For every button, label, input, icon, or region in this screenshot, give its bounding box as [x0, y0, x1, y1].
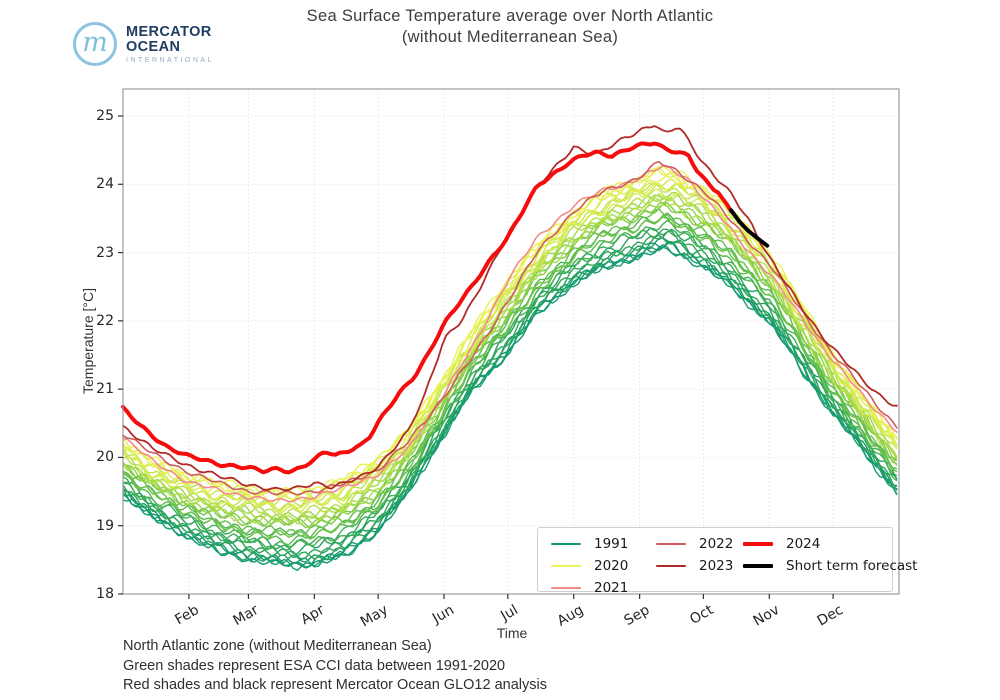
- legend-column-3: 2024 Short term forecast: [743, 533, 917, 577]
- legend-swatch-short-term-forecast: [743, 564, 773, 568]
- legend-column-2: 2022 2023: [656, 533, 733, 577]
- legend-swatch-1991: [551, 543, 581, 545]
- legend-swatch-2020: [551, 565, 581, 567]
- title-line-1: Sea Surface Temperature average over Nor…: [306, 7, 714, 25]
- logo-text: MERCATOR OCEAN INTERNATIONAL: [126, 23, 214, 64]
- legend-column-1: 1991 2020 2021: [551, 533, 628, 599]
- series-line-2024: [121, 141, 733, 475]
- series-line-1993: [122, 241, 898, 567]
- y-tick-label-23: 23: [96, 244, 114, 261]
- legend-label: 2021: [594, 580, 629, 596]
- y-tick-label-18: 18: [96, 586, 114, 602]
- series-line-2021: [122, 164, 898, 503]
- mercator-ocean-logo: m MERCATOR OCEAN INTERNATIONAL: [73, 22, 214, 66]
- legend-item-1991: 1991: [551, 533, 628, 555]
- logo-brand-ocean: OCEAN: [126, 38, 181, 55]
- legend-item-2024: 2024: [743, 533, 917, 555]
- legend-label: 2023: [699, 558, 734, 574]
- series-line-2020: [122, 165, 898, 495]
- series-line-2006: [122, 201, 897, 529]
- series-line-1991: [122, 246, 898, 569]
- series-line-2004: [123, 214, 898, 540]
- series-line-1998: [123, 230, 898, 560]
- legend-item-short-term-forecast: Short term forecast: [743, 555, 917, 577]
- y-tick-label-19: 19: [96, 517, 114, 534]
- legend-item-2021: 2021: [551, 577, 628, 599]
- legend-item-2023: 2023: [656, 555, 733, 577]
- legend-item-2020: 2020: [551, 555, 628, 577]
- series-line-2002: [122, 216, 898, 546]
- legend-label: 2020: [594, 558, 629, 574]
- series-line-1995: [122, 237, 898, 563]
- series-line-short-term-forecast: [729, 208, 770, 248]
- series-line-2007: [122, 197, 898, 526]
- y-tick-label-25: 25: [96, 108, 114, 124]
- legend-swatch-2024: [743, 542, 773, 546]
- series-line-2011: [122, 193, 898, 519]
- title-line-2: (without Mediterranean Sea): [401, 28, 619, 46]
- footer-notes: North Atlantic zone (without Mediterrane…: [123, 637, 547, 696]
- page-title: Sea Surface Temperature average over Nor…: [20, 6, 1000, 48]
- series-line-2000: [122, 219, 898, 550]
- footer-note-3: Red shades and black represent Mercator …: [123, 677, 547, 693]
- logo-brand-international: INTERNATIONAL: [126, 56, 214, 64]
- chart-legend: 1991 2020 2021 2022 2023 2024 Short term forec…: [537, 527, 917, 596]
- footer-note-1: North Atlantic zone (without Mediterrane…: [123, 638, 432, 654]
- plot-border: [122, 88, 900, 595]
- series-line-2009: [122, 195, 898, 524]
- x-axis-label: Time: [496, 625, 528, 641]
- logo-brand-mercator: MERCATOR: [126, 23, 212, 40]
- legend-label: Short term forecast: [786, 558, 918, 574]
- logo-m-glyph: m: [82, 26, 108, 58]
- series-line-2022: [122, 160, 898, 496]
- legend-swatch-2022: [656, 543, 686, 545]
- legend-label: 1991: [594, 536, 629, 552]
- legend-swatch-2023: [656, 565, 686, 567]
- series-line-2010: [122, 197, 898, 525]
- logo-monogram-icon: m: [73, 22, 117, 66]
- series-line-1994: [122, 244, 897, 568]
- legend-label: 2022: [699, 536, 734, 552]
- series-line-2008: [122, 191, 898, 523]
- y-tick-label-22: 22: [96, 312, 114, 329]
- y-tick-label-21: 21: [96, 381, 114, 398]
- y-tick-label-20: 20: [96, 449, 114, 466]
- footer-note-2: Green shades represent ESA CCI data betw…: [123, 657, 506, 674]
- series-line-2005: [122, 202, 898, 529]
- legend-item-2022: 2022: [656, 533, 733, 555]
- series-line-1997: [122, 234, 898, 561]
- legend-swatch-2021: [551, 587, 581, 589]
- y-tick-label-24: 24: [96, 176, 114, 193]
- y-axis-label: Temperature [°C]: [80, 288, 96, 394]
- legend-label: 2024: [786, 536, 821, 552]
